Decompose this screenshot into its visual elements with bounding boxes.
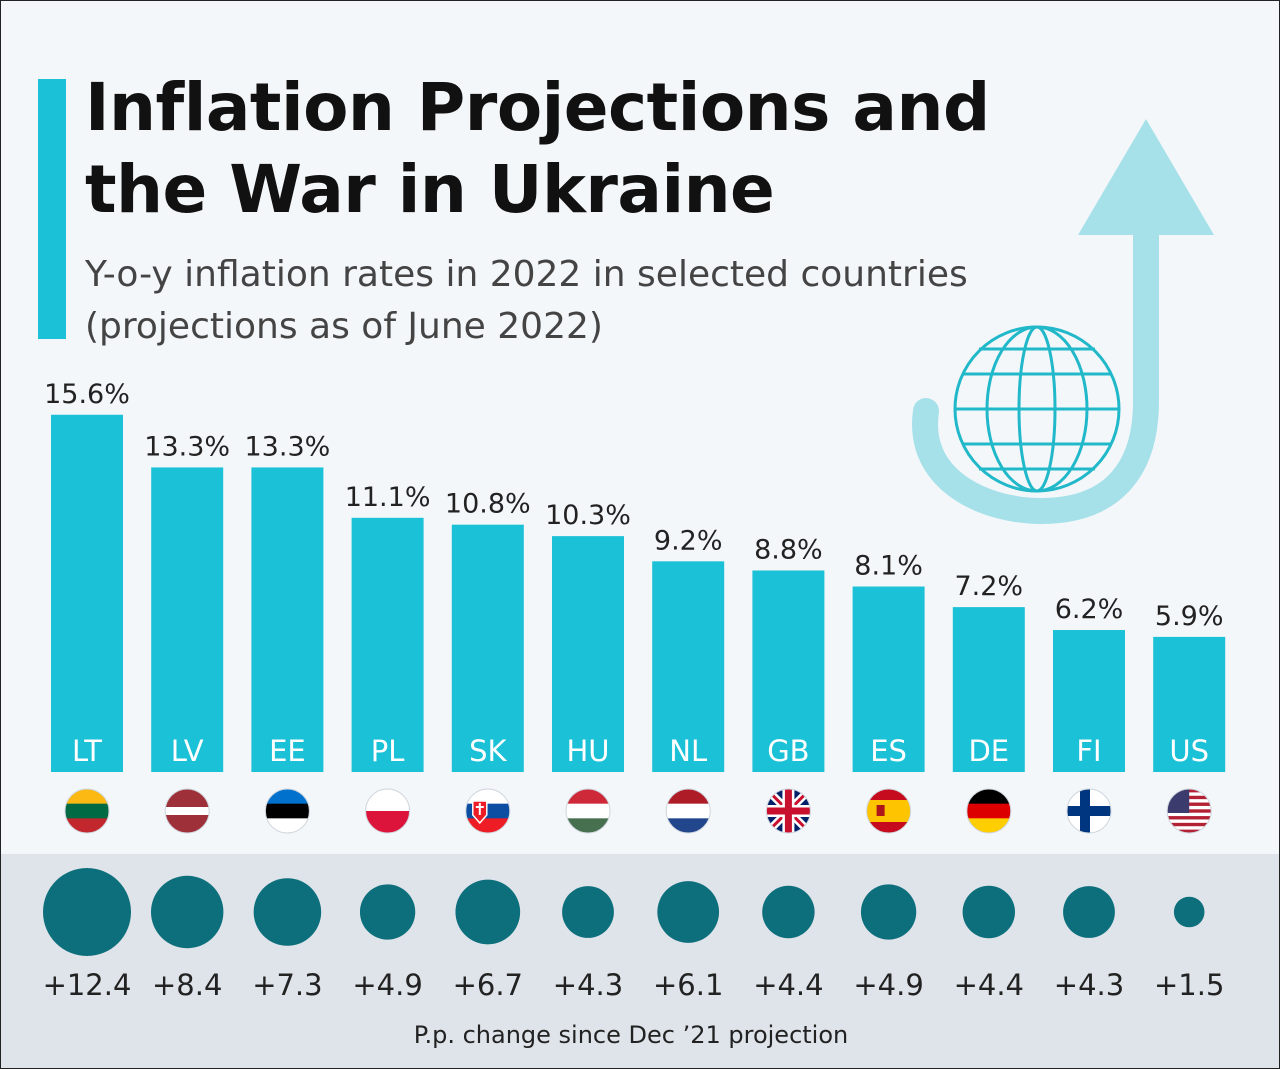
- bar-hu: [552, 536, 624, 772]
- netherlands-flag-icon: [665, 788, 711, 834]
- change-label-hu: +4.3: [553, 968, 623, 1002]
- value-label-pl: 11.1%: [345, 482, 431, 513]
- bar-gb: [752, 570, 825, 772]
- change-bubble-hu: [562, 886, 614, 938]
- value-label-gb: 8.8%: [754, 534, 823, 565]
- bar-es: [852, 586, 925, 772]
- estonia-flag-icon: [264, 788, 310, 834]
- poland-flag-icon: [365, 788, 411, 834]
- bar-pl: [351, 517, 424, 772]
- category-label-gb: GB: [767, 734, 809, 768]
- value-label-hu: 10.3%: [545, 500, 631, 531]
- bar-us: [1153, 636, 1226, 772]
- category-label-nl: NL: [669, 734, 707, 768]
- arrow-head: [1078, 119, 1214, 235]
- finland-flag-icon: [1066, 788, 1112, 834]
- change-label-ee: +7.3: [252, 968, 322, 1002]
- bar-ee: [251, 467, 324, 772]
- value-label-de: 7.2%: [954, 571, 1023, 602]
- change-bubble-gb: [762, 885, 815, 939]
- bar-fi: [1053, 630, 1125, 772]
- change-bubble-es: [860, 884, 917, 940]
- germany-flag-icon: [966, 788, 1012, 834]
- change-bubble-ee: [253, 878, 322, 946]
- change-label-pl: +4.9: [352, 968, 422, 1002]
- category-label-es: ES: [870, 734, 907, 768]
- category-label-ee: EE: [269, 734, 306, 768]
- value-label-ee: 13.3%: [245, 431, 331, 462]
- category-label-hu: HU: [566, 734, 609, 768]
- change-bubble-fi: [1063, 886, 1115, 938]
- change-label-fi: +4.3: [1054, 968, 1124, 1002]
- footnote: P.p. change since Dec ’21 projection: [413, 1021, 849, 1049]
- change-bubble-us: [1173, 896, 1205, 928]
- change-label-es: +4.9: [853, 968, 923, 1002]
- bar-nl: [652, 561, 725, 772]
- category-label-sk: SK: [469, 734, 507, 768]
- change-label-gb: +4.4: [753, 968, 823, 1002]
- value-label-lv: 13.3%: [144, 431, 230, 462]
- category-label-pl: PL: [371, 734, 405, 768]
- value-label-es: 8.1%: [854, 551, 923, 582]
- arrow-stem: [912, 218, 1159, 525]
- title-accent-bar: [38, 79, 66, 339]
- change-label-de: +4.4: [954, 968, 1024, 1002]
- category-label-lt: LT: [72, 734, 102, 768]
- category-label-de: DE: [968, 734, 1009, 768]
- change-bubble-nl: [657, 881, 720, 943]
- change-bubble-de: [962, 885, 1016, 939]
- slovakia-flag-icon: [465, 788, 511, 834]
- hungary-flag-icon: [565, 788, 611, 834]
- change-label-lv: +8.4: [152, 968, 222, 1002]
- change-bubble-sk: [455, 879, 521, 945]
- growth-arrow-globe-icon: [912, 119, 1214, 525]
- value-label-sk: 10.8%: [445, 489, 531, 520]
- globe-icon: [953, 325, 1121, 493]
- latvia-flag-icon: [164, 788, 210, 834]
- chart-title: Inflation Projections and the War in Ukr…: [85, 69, 990, 228]
- value-label-us: 5.9%: [1155, 601, 1224, 632]
- change-label-nl: +6.1: [653, 968, 723, 1002]
- chart-subtitle: Y-o-y inflation rates in 2022 in selecte…: [85, 254, 968, 347]
- category-label-fi: FI: [1076, 734, 1101, 768]
- change-bubble-lt: [43, 868, 131, 956]
- uk-flag-icon: [765, 788, 811, 834]
- change-label-sk: +6.7: [453, 968, 523, 1002]
- category-label-us: US: [1169, 734, 1209, 768]
- us-flag-icon: [1166, 788, 1212, 834]
- lithuania-flag-icon: [64, 788, 110, 834]
- value-label-nl: 9.2%: [654, 525, 723, 556]
- change-bubble-pl: [359, 884, 416, 940]
- change-bubble-lv: [150, 875, 224, 949]
- bar-de: [952, 607, 1025, 772]
- value-label-fi: 6.2%: [1055, 594, 1124, 625]
- change-label-us: +1.5: [1154, 968, 1224, 1002]
- spain-flag-icon: [866, 788, 912, 834]
- value-label-lt: 15.6%: [44, 379, 130, 410]
- change-label-lt: +12.4: [43, 968, 132, 1002]
- bar-lv: [151, 467, 224, 772]
- category-label-lv: LV: [171, 734, 204, 768]
- bar-lt: [51, 414, 123, 772]
- bar-sk: [451, 524, 524, 772]
